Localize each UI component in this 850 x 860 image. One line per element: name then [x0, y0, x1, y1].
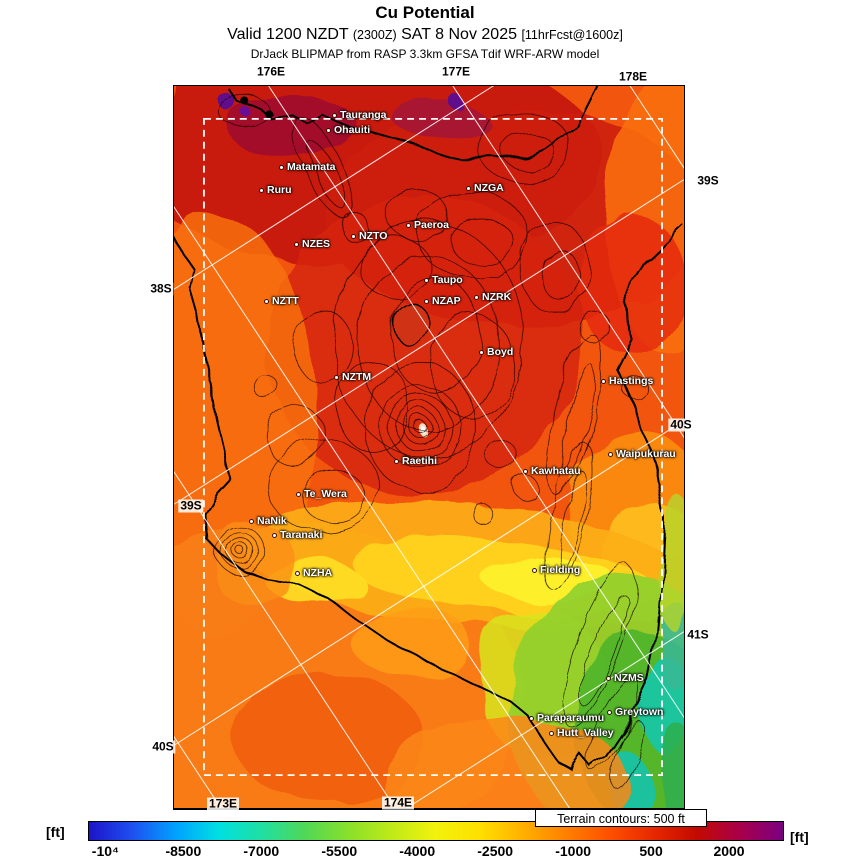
graticule-label: 38S	[148, 281, 174, 296]
colorbar-unit-right: [ft]	[790, 829, 809, 845]
graticule-label: 176E	[254, 64, 288, 79]
colorbar-tick-label: -2500	[477, 843, 514, 859]
colorbar-tick-label: -5500	[321, 843, 358, 859]
terrain-contour-label: Terrain contours: 500 ft	[535, 809, 707, 827]
colorbar-tick-label: 2000	[713, 843, 745, 859]
colorbar-tick-label: -8500	[165, 843, 202, 859]
valid-fcst: [11hrFcst@1600z]	[521, 28, 623, 42]
graticule-label: 40S	[150, 739, 176, 754]
map	[173, 85, 685, 810]
terrain-contours	[216, 95, 647, 790]
graticule	[174, 86, 684, 808]
graticule-label: 39S	[695, 173, 721, 188]
colorbar-unit-left: [ft]	[46, 824, 65, 840]
lake-taupo	[391, 301, 429, 345]
graticule-label: 177E	[439, 64, 473, 79]
colorbar-tick-label: -1000	[555, 843, 592, 859]
graticule-label: 178E	[616, 69, 650, 84]
map-canvas	[174, 86, 684, 808]
colorbar-tick-label: 500	[639, 843, 663, 859]
colorbar-tick-label: -7000	[243, 843, 280, 859]
valid-zulu: (2300Z)	[352, 28, 397, 42]
header: Cu Potential Valid 1200 NZDT (2300Z) SAT…	[0, 2, 850, 62]
domain-boundary	[203, 117, 663, 777]
page-title: Cu Potential	[375, 3, 475, 22]
valid-line: Valid 1200 NZDT (2300Z) SAT 8 Nov 2025 […	[0, 24, 850, 46]
potential-field-blobs	[174, 86, 684, 808]
colorbar-tick-label: -4000	[399, 843, 436, 859]
graticule-label: 41S	[685, 627, 711, 642]
valid-prefix: Valid 1200 NZDT	[227, 26, 353, 43]
colorbar-tick-label: -10⁴	[91, 843, 119, 859]
valid-date: SAT 8 Nov 2025	[396, 26, 522, 43]
model-line: DrJack BLIPMAP from RASP 3.3km GFSA Tdif…	[250, 47, 600, 61]
coastline	[174, 86, 684, 772]
